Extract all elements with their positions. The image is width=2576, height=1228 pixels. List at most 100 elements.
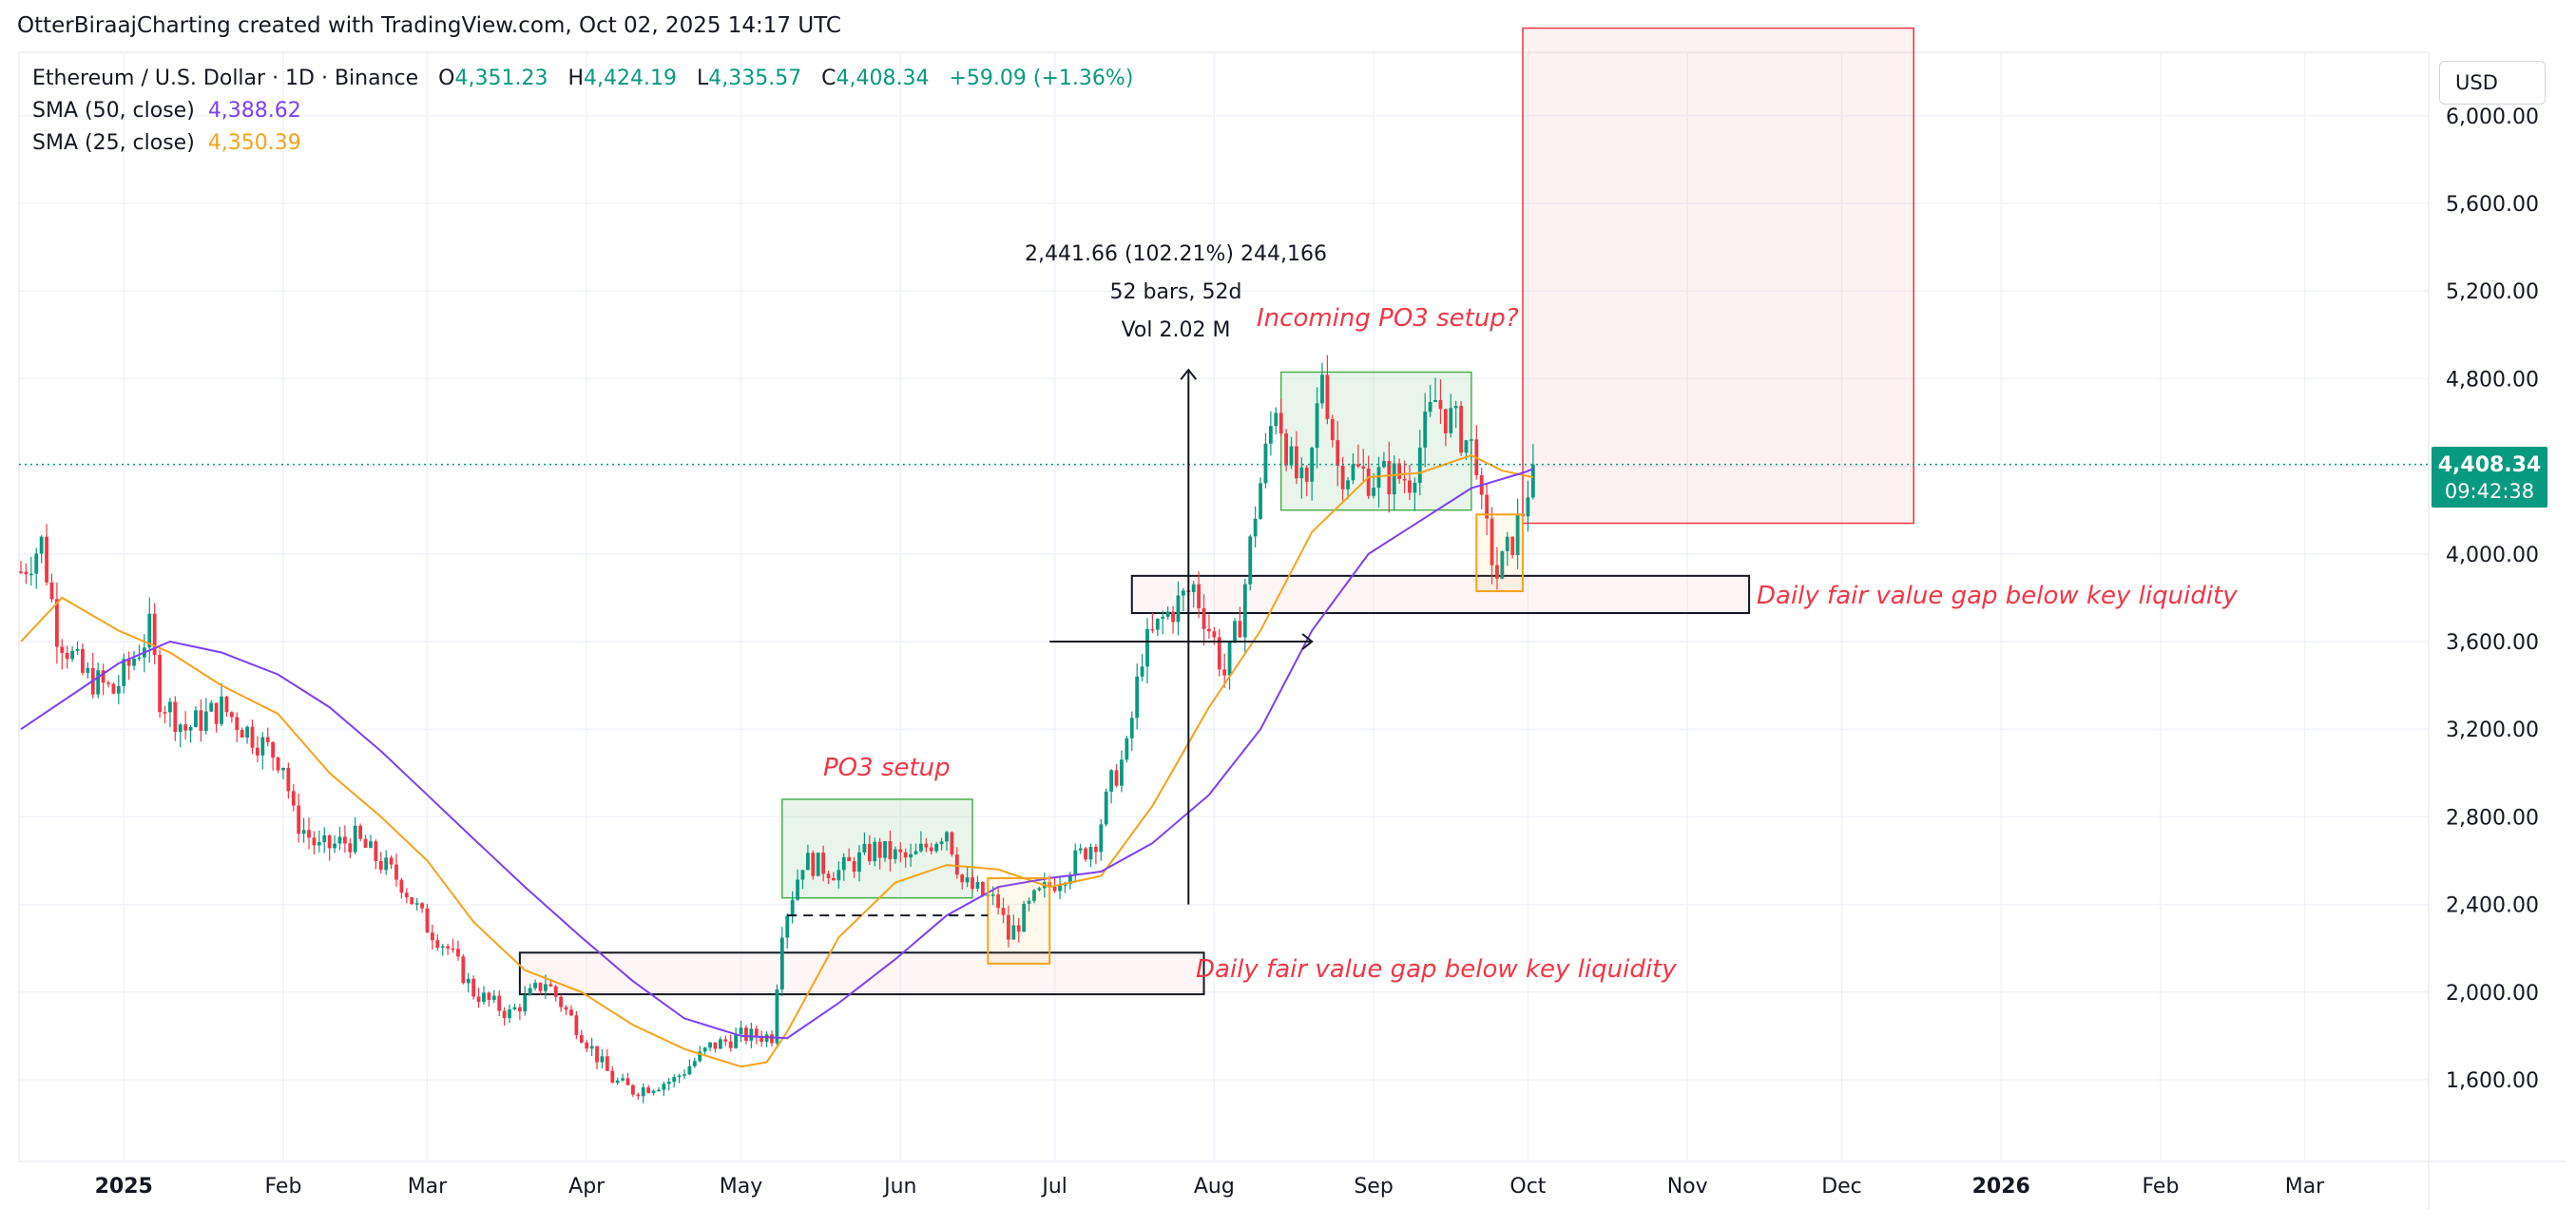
x-tick-label: 2025 <box>95 1175 153 1199</box>
candle-body <box>805 853 810 871</box>
candle-body <box>666 1082 671 1084</box>
candle-body <box>199 710 203 731</box>
candle-body <box>702 1047 707 1052</box>
candle-body <box>1366 469 1371 496</box>
candle-body <box>1217 637 1221 670</box>
candle-body <box>1165 611 1170 617</box>
x-tick-label: 2026 <box>1972 1175 2030 1199</box>
candle-body <box>466 978 471 984</box>
candle-body <box>1063 884 1067 886</box>
x-tick-label: Apr <box>568 1175 606 1199</box>
candle-body <box>1495 565 1499 579</box>
x-tick-label: Feb <box>264 1175 301 1199</box>
candle-body <box>1392 463 1396 495</box>
candle-body <box>256 747 260 756</box>
candle-body <box>281 767 285 771</box>
candle-body <box>1150 628 1155 631</box>
candle-body <box>322 835 327 843</box>
candle-body <box>651 1090 656 1093</box>
y-tick-label: 2,800.00 <box>2446 806 2539 830</box>
candle-body <box>1402 478 1407 481</box>
candle-body <box>394 864 398 880</box>
candle-body <box>564 1007 568 1010</box>
candle-body <box>523 994 528 1012</box>
x-tick-label: Oct <box>1509 1175 1546 1199</box>
candle-body <box>1016 925 1021 932</box>
measure-arrowhead-up <box>1180 368 1198 380</box>
candle-body <box>420 903 424 909</box>
last-price-badge: 4,408.34 09:42:38 <box>2432 447 2547 508</box>
candle-body <box>34 553 39 574</box>
candle-body <box>775 988 779 1044</box>
candle-body <box>929 847 933 852</box>
candle-body <box>883 840 887 858</box>
sma50-label: SMA (50, close) <box>32 99 195 123</box>
candle-body <box>374 841 378 861</box>
candle-body <box>307 830 311 838</box>
candle-body <box>1278 413 1283 434</box>
x-tick-label: Nov <box>1667 1175 1708 1199</box>
candle-body <box>610 1070 615 1084</box>
y-tick-label: 2,000.00 <box>2446 982 2539 1006</box>
candle-body <box>65 652 69 660</box>
y-tick-label: 5,200.00 <box>2446 280 2539 304</box>
candle-body <box>327 835 332 849</box>
candle-body <box>877 841 882 858</box>
candle-body <box>579 1035 584 1043</box>
candle-body <box>800 870 805 880</box>
candle-body <box>1093 847 1098 853</box>
candle-body <box>1058 885 1062 892</box>
candle-body <box>785 915 790 938</box>
candle-body <box>1485 494 1490 519</box>
legend-sma25[interactable]: SMA (25, close) 4,350.39 <box>32 131 301 155</box>
candle-body <box>631 1084 635 1095</box>
candle-body <box>1268 426 1273 444</box>
candle-body <box>1084 848 1087 860</box>
candle-body <box>836 870 841 881</box>
candle-body <box>1510 536 1515 556</box>
x-tick-label: Aug <box>1194 1175 1235 1199</box>
candle-body <box>698 1051 702 1062</box>
currency-button[interactable]: USD <box>2439 61 2546 105</box>
sma50-value: 4,388.62 <box>207 99 301 123</box>
symbol-title[interactable]: Ethereum / U.S. Dollar · 1D · Binance <box>32 67 419 90</box>
candle-body <box>497 995 502 1011</box>
dip-box-2 <box>1475 513 1525 592</box>
legend-symbol-row[interactable]: Ethereum / U.S. Dollar · 1D · Binance O4… <box>32 67 1133 90</box>
candle-body <box>734 1034 739 1048</box>
candle-body <box>1351 464 1355 481</box>
candle-body <box>158 655 162 713</box>
candle-body <box>1181 590 1185 596</box>
candle-body <box>1197 584 1201 608</box>
candle-body <box>1372 488 1375 496</box>
candle-body <box>913 851 918 854</box>
candle-body <box>559 996 564 1007</box>
change-value: +59.09 (+1.36%) <box>949 67 1134 90</box>
y-tick-label: 5,600.00 <box>2446 193 2539 217</box>
legend-sma50[interactable]: SMA (50, close) 4,388.62 <box>32 99 301 123</box>
candle-body <box>425 908 430 933</box>
candle-body <box>1140 666 1144 677</box>
candle-body <box>1109 770 1114 792</box>
candle-body <box>1449 408 1453 433</box>
candle-body <box>754 1028 759 1038</box>
candle-body <box>1238 621 1242 638</box>
candle-body <box>682 1074 686 1076</box>
candle-body <box>857 852 861 873</box>
time-axis[interactable]: 2025 Feb Mar Apr May Jun Jul Aug Sep Oct Nov Dec 202… <box>95 1175 2326 1199</box>
candle-body <box>1022 903 1027 932</box>
candle-body <box>553 986 558 997</box>
candle-body <box>950 832 954 855</box>
candle-body <box>821 853 826 874</box>
price-axis[interactable]: 1,600.00 2,000.00 2,400.00 2,800.00 3,200.00… <box>2446 106 2539 1093</box>
candle-body <box>589 1046 594 1049</box>
candle-body <box>1299 467 1304 479</box>
candle-body <box>220 696 223 724</box>
candle-body <box>173 701 178 733</box>
candle-body <box>168 701 172 713</box>
candle-body <box>126 659 131 666</box>
candle-body <box>1259 483 1262 519</box>
candle-body <box>975 881 980 890</box>
candle-body <box>960 874 965 883</box>
